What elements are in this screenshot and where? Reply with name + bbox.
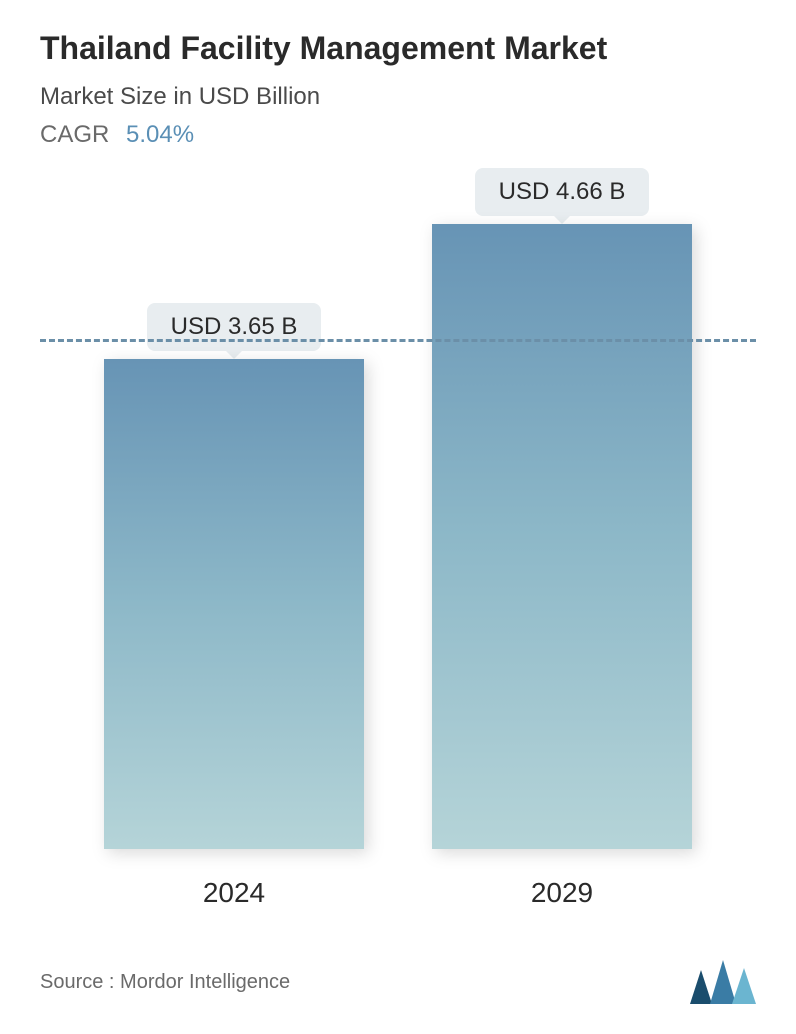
- bar-group-2024: USD 3.65 B: [104, 303, 364, 849]
- source-value: Mordor Intelligence: [120, 971, 290, 993]
- cagr-row: CAGR 5.04%: [40, 121, 756, 149]
- bar-2024: [104, 359, 364, 849]
- chart-subtitle: Market Size in USD Billion: [40, 83, 756, 111]
- cagr-value: 5.04%: [126, 121, 194, 148]
- chart-title: Thailand Facility Management Market: [40, 30, 756, 67]
- source-label: Source :: [40, 971, 114, 993]
- x-axis-labels: 2024 2029: [40, 877, 756, 909]
- value-label-2024: USD 3.65 B: [147, 303, 322, 351]
- bar-group-2029: USD 4.66 B: [432, 168, 692, 849]
- bars-container: USD 3.65 B USD 4.66 B: [40, 209, 756, 849]
- mordor-logo-icon: [690, 960, 756, 1004]
- value-label-2029: USD 4.66 B: [475, 168, 650, 216]
- source-text: Source : Mordor Intelligence: [40, 971, 290, 994]
- cagr-label: CAGR: [40, 121, 109, 148]
- reference-line: [40, 339, 756, 342]
- x-label-2024: 2024: [104, 877, 364, 909]
- chart-area: USD 3.65 B USD 4.66 B 2024 2029: [40, 189, 756, 909]
- footer: Source : Mordor Intelligence: [40, 960, 756, 1004]
- bar-2029: [432, 224, 692, 849]
- x-label-2029: 2029: [432, 877, 692, 909]
